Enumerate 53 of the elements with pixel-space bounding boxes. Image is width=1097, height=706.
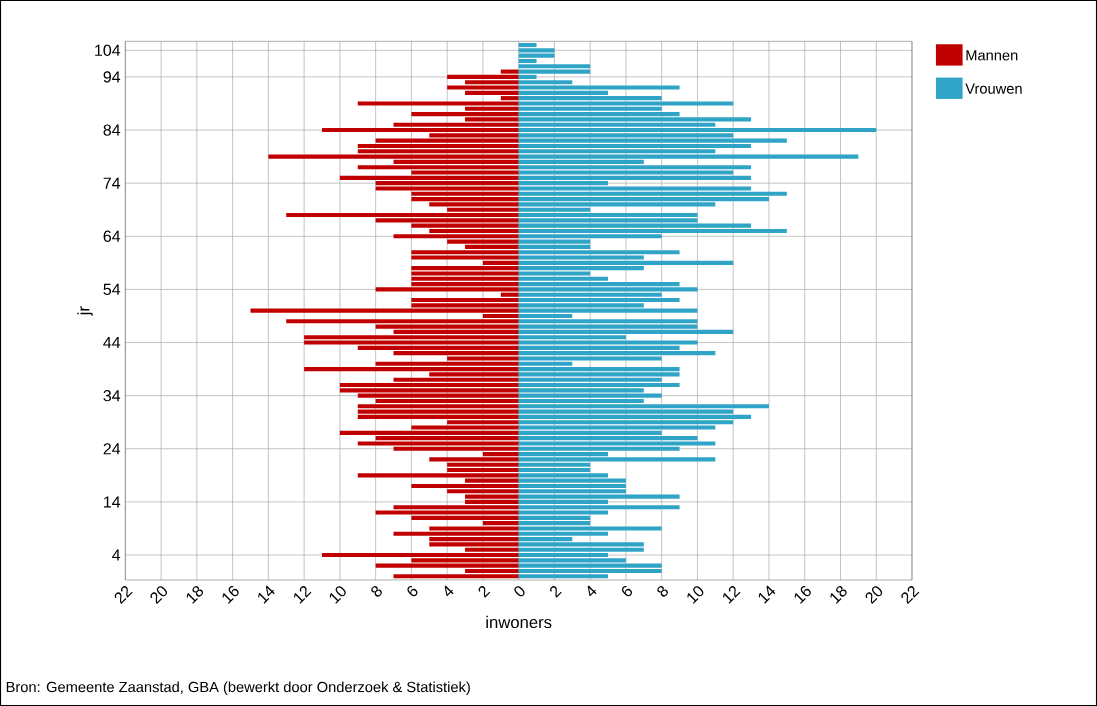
bar: [411, 297, 519, 303]
x-tick-label: 18: [830, 586, 847, 604]
bar: [518, 483, 626, 489]
legend-label: Mannen: [966, 50, 1018, 61]
x-tick-label: 6: [407, 585, 418, 597]
x-tick-label: 16: [794, 585, 811, 604]
x-tick-label: 14: [258, 585, 275, 604]
x-tick-label: 12: [723, 586, 741, 604]
y-tick-label: 44: [103, 337, 121, 349]
x-tick-label: 16: [222, 585, 239, 604]
x-axis-title: inwoners: [486, 615, 552, 629]
bar: [411, 483, 519, 489]
bar: [518, 228, 787, 234]
y-tick-label: 34: [103, 389, 121, 402]
bar: [518, 297, 680, 303]
bar: [322, 127, 519, 133]
x-tick-label: 4: [587, 585, 597, 597]
x-tick-label: 8: [657, 586, 668, 597]
bar: [339, 382, 519, 388]
y-tick-label: 64: [103, 230, 121, 242]
x-tick-label: 2: [550, 586, 562, 598]
y-tick-label: 104: [95, 44, 121, 57]
x-tick-label: 6: [621, 585, 633, 597]
y-tick-label: 24: [103, 443, 121, 455]
x-tick-label: 4: [444, 585, 454, 597]
x-tick-label: 22: [901, 586, 920, 605]
x-tick-label: 2: [478, 586, 491, 598]
y-tick-label: 54: [103, 283, 121, 295]
y-tick-label: 74: [103, 177, 121, 189]
bar: [518, 212, 698, 218]
x-tick-label: 20: [150, 586, 168, 605]
x-tick-label: 14: [758, 585, 776, 604]
y-tick-label: 4: [112, 549, 121, 561]
x-tick-label: 18: [186, 586, 204, 604]
x-tick-label: 22: [114, 586, 133, 605]
bar: [518, 127, 877, 133]
y-tick-label: 94: [103, 71, 121, 83]
y-tick-label: 14: [104, 496, 121, 508]
bar: [518, 568, 662, 574]
y-tick-label: 84: [103, 124, 121, 136]
y-axis-title: jr: [77, 306, 93, 316]
x-tick-label: 20: [865, 586, 883, 605]
text: Bron: Gemeente Zaanstad, GBA (bewerkt door Onderzoek & Statistiek): [6, 681, 470, 696]
x-tick-label: 10: [687, 586, 704, 604]
bar: [286, 212, 519, 218]
legend-label: Vrouwen: [965, 83, 1022, 94]
bar: [518, 382, 680, 388]
bar: [322, 552, 519, 558]
x-tick-label: 10: [329, 586, 346, 604]
x-tick-label: 0: [514, 586, 525, 597]
x-tick-label: 12: [294, 586, 312, 604]
bar: [357, 143, 519, 149]
x-tick-label: 8: [371, 586, 382, 597]
